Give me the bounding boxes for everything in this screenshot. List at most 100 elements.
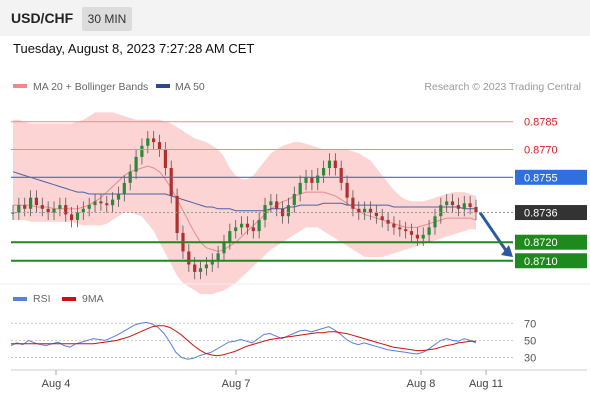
- candle: [23, 205, 27, 209]
- rsi-ma-legend-label: 9MA: [82, 293, 104, 305]
- candle: [175, 195, 179, 233]
- level-badge-last: [515, 205, 587, 221]
- ma50-legend-label: MA 50: [175, 81, 205, 93]
- candle: [234, 227, 238, 232]
- level-label-resistance: 0.8770: [524, 145, 558, 157]
- candle: [450, 201, 455, 206]
- candle: [81, 208, 85, 213]
- candle: [339, 168, 343, 183]
- candle: [368, 208, 373, 213]
- candle: [363, 208, 367, 213]
- candle: [46, 208, 50, 213]
- ma50-legend-swatch: [156, 84, 170, 88]
- rsi-tick-label: 50: [524, 335, 536, 347]
- ma20-line: [13, 165, 477, 253]
- candle: [345, 182, 349, 198]
- candle: [146, 138, 150, 146]
- level-label-pivot: 0.8755: [524, 172, 558, 184]
- candle: [257, 220, 261, 232]
- candle: [322, 168, 326, 176]
- candle: [392, 223, 396, 228]
- candle: [134, 156, 138, 172]
- candle: [163, 149, 167, 168]
- candle: [116, 194, 121, 200]
- main-plot: [11, 112, 513, 295]
- forecast-arrow-head: [501, 245, 513, 258]
- candle: [298, 182, 302, 194]
- candle: [421, 234, 425, 239]
- x-axis: Aug 4 Aug 7 Aug 8 Aug 11: [42, 370, 503, 390]
- candle: [433, 216, 437, 228]
- candle: [357, 208, 361, 213]
- x-tick-label: Aug 4: [42, 378, 71, 390]
- candle: [398, 227, 402, 230]
- candle: [140, 145, 144, 157]
- report-datetime: Tuesday, August 8, 2023 7:27:28 AM CET: [13, 41, 255, 56]
- candle: [427, 227, 431, 235]
- candle: [310, 177, 314, 183]
- candle: [409, 231, 414, 235]
- candle: [29, 197, 33, 209]
- level-badge-support: [515, 253, 587, 269]
- candle: [193, 264, 197, 272]
- ma50-line: [12, 171, 476, 212]
- instrument-pair: USD/CHF: [11, 10, 74, 26]
- level-label-support: 0.8710: [524, 256, 558, 268]
- candle: [75, 212, 80, 220]
- rsi-legend-label: RSI: [33, 293, 51, 305]
- candle: [240, 223, 244, 228]
- candle: [374, 212, 378, 217]
- bollinger-band: [13, 112, 476, 295]
- candle: [456, 205, 460, 209]
- candle: [468, 203, 472, 207]
- candle: [316, 175, 320, 183]
- candle: [70, 214, 74, 220]
- rsi-legend-swatch: [13, 297, 27, 301]
- candle: [187, 251, 191, 265]
- candle: [281, 208, 285, 217]
- header-bar: USD/CHF 30 MIN: [0, 0, 590, 36]
- candle: [304, 177, 308, 183]
- candle: [17, 205, 21, 213]
- rsi-tick-label: 70: [524, 318, 536, 330]
- candle: [152, 138, 156, 143]
- timeframe-selector[interactable]: 30 MIN: [82, 7, 132, 31]
- candle: [34, 197, 38, 206]
- rsi-ma-legend-swatch: [62, 297, 76, 301]
- candle: [222, 242, 226, 254]
- bb-legend-label: MA 20 + Bollinger Bands: [33, 81, 148, 93]
- candle: [210, 260, 214, 265]
- x-tick-label: Aug 8: [407, 378, 436, 390]
- level-label-last: 0.8736: [524, 208, 558, 220]
- candle: [351, 197, 355, 209]
- candle: [445, 201, 449, 206]
- candle: [327, 160, 332, 168]
- forecast-arrow-shaft: [478, 211, 509, 253]
- candle: [198, 268, 203, 272]
- candle: [333, 160, 337, 168]
- candle: [93, 201, 97, 206]
- candle: [216, 253, 220, 261]
- candle: [169, 168, 173, 196]
- level-label-resistance: 0.8785: [524, 117, 558, 129]
- level-badge-pivot: [515, 169, 587, 185]
- candle: [269, 201, 273, 206]
- candle: [404, 229, 408, 232]
- x-tick-label: Aug 11: [469, 378, 503, 390]
- candle: [105, 203, 109, 206]
- candle: [245, 223, 249, 228]
- rsi-line: [10, 321, 477, 360]
- candle: [474, 207, 478, 213]
- candle: [415, 234, 419, 239]
- candle: [228, 231, 232, 243]
- candle: [87, 205, 91, 209]
- candle: [11, 212, 15, 214]
- x-tick-label: Aug 7: [222, 378, 251, 390]
- level-label-support: 0.8720: [524, 237, 558, 249]
- candle: [111, 199, 115, 206]
- bb-legend-swatch: [13, 84, 27, 88]
- candle: [251, 227, 255, 232]
- candle: [58, 205, 62, 209]
- candle: [286, 205, 290, 217]
